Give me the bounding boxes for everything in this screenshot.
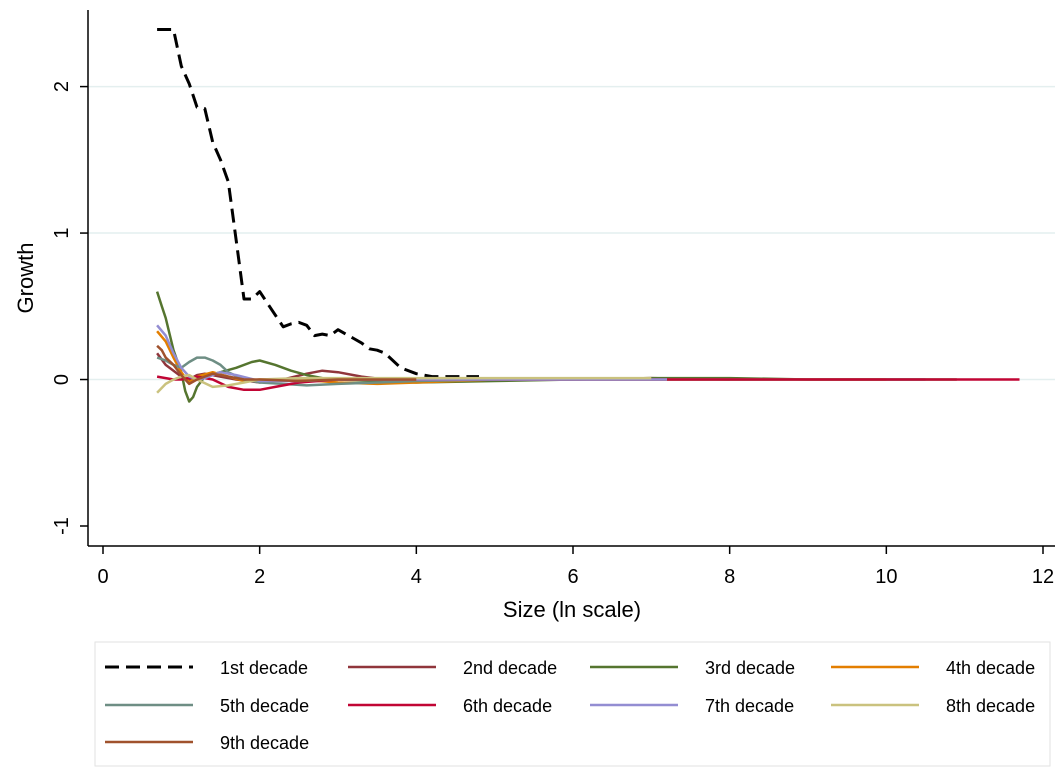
axes bbox=[87, 10, 1055, 547]
legend-label: 4th decade bbox=[946, 658, 1035, 678]
x-tick-label: 4 bbox=[411, 566, 422, 588]
legend-label: 3rd decade bbox=[705, 658, 795, 678]
legend-label: 5th decade bbox=[220, 696, 309, 716]
series-line-8 bbox=[156, 373, 652, 394]
series-line-9 bbox=[156, 344, 417, 386]
x-tick-label: 10 bbox=[875, 566, 897, 588]
x-tick-label: 8 bbox=[724, 566, 735, 588]
legend-label: 8th decade bbox=[946, 696, 1035, 716]
x-tick-label: 12 bbox=[1032, 566, 1054, 588]
legend-label: 2nd decade bbox=[463, 658, 557, 678]
legend-items: 1st decade 2nd decade 3rd decade 4th decade… bbox=[105, 658, 1035, 753]
series-lines bbox=[155, 28, 1020, 403]
x-tick-label: 2 bbox=[254, 566, 265, 588]
y-axis-title: Growth bbox=[13, 243, 38, 314]
legend-label: 7th decade bbox=[705, 696, 794, 716]
x-axis-title: Size (ln scale) bbox=[503, 597, 641, 622]
y-tick-label: 2 bbox=[51, 81, 73, 92]
y-tick-label: 1 bbox=[51, 227, 73, 238]
y-tick-label: 0 bbox=[51, 374, 73, 385]
y-tick-label: -1 bbox=[51, 517, 73, 535]
legend-label: 6th decade bbox=[463, 696, 552, 716]
legend-label: 9th decade bbox=[220, 733, 309, 753]
series-line-7 bbox=[156, 324, 667, 383]
legend: 1st decade 2nd decade 3rd decade 4th decade… bbox=[94, 641, 1051, 767]
series-line-1 bbox=[157, 28, 479, 379]
x-tick-label: 6 bbox=[567, 566, 578, 588]
legend-label: 1st decade bbox=[220, 658, 308, 678]
x-tick-label: 0 bbox=[97, 566, 108, 588]
